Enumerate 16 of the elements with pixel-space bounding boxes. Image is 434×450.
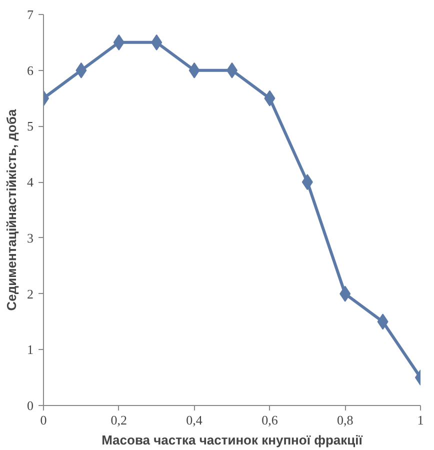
x-tick-label: 0,4 (186, 412, 203, 428)
y-tick-label: 2 (27, 286, 34, 302)
y-axis-title: Седиментаційнастійкість, доба (4, 108, 19, 311)
y-tick-label: 6 (27, 62, 34, 78)
x-tick-label: 0,8 (336, 412, 354, 428)
x-axis-title: Масова частка частинок кнупної фракції (102, 432, 363, 448)
y-tick-label: 1 (27, 342, 34, 358)
y-tick-label: 0 (27, 398, 34, 413)
x-tick-label: 1 (417, 412, 424, 428)
y-tick-label: 3 (27, 230, 34, 246)
x-tick-label: 0 (40, 412, 47, 428)
y-tick-label: 7 (27, 7, 34, 22)
y-tick-label: 5 (27, 118, 34, 134)
x-tick-label: 0,6 (262, 412, 278, 428)
y-tick-label: 4 (27, 174, 34, 190)
x-tick-label: 0,2 (110, 412, 128, 428)
